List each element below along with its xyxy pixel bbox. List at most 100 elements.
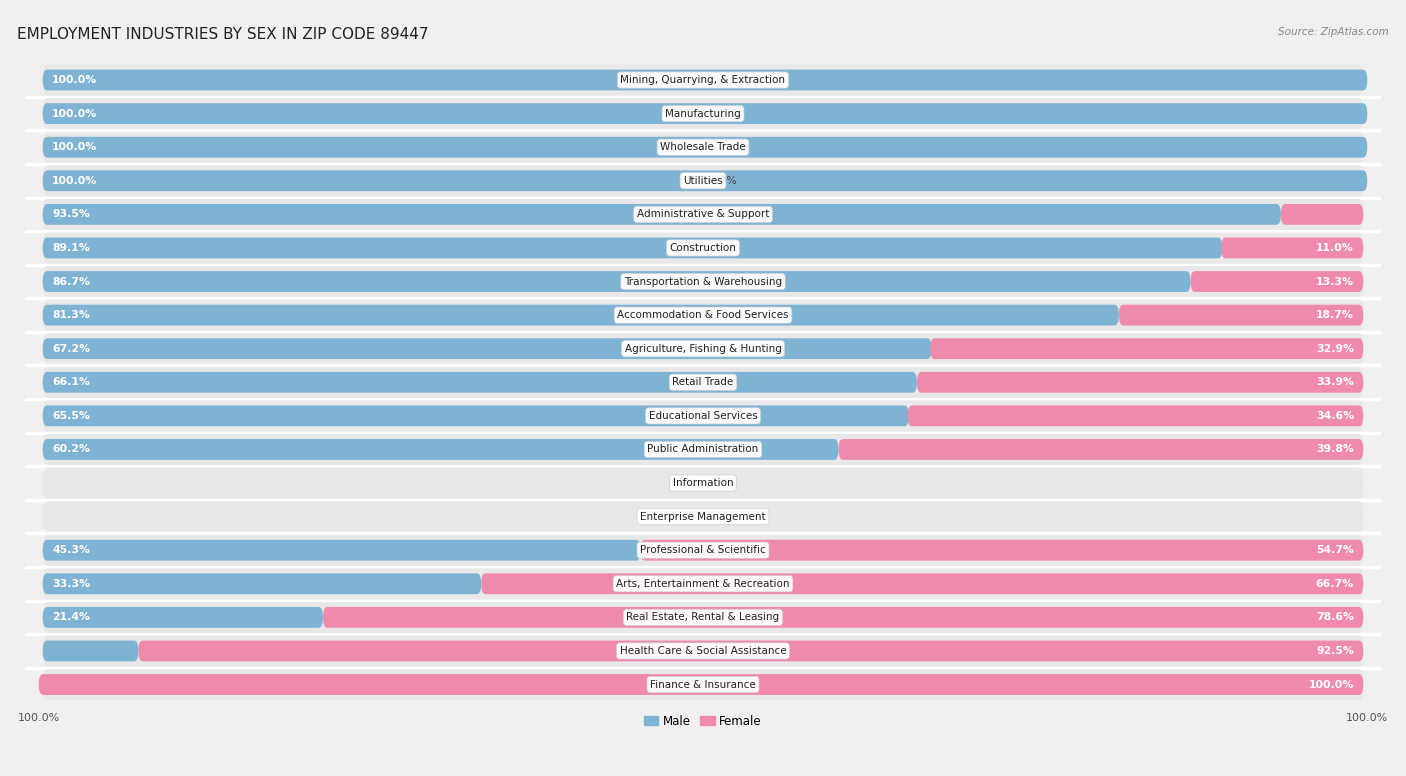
FancyBboxPatch shape bbox=[641, 540, 1364, 560]
Text: 66.7%: 66.7% bbox=[1316, 579, 1354, 589]
Text: 89.1%: 89.1% bbox=[52, 243, 90, 253]
FancyBboxPatch shape bbox=[42, 99, 1364, 129]
Text: 33.3%: 33.3% bbox=[52, 579, 90, 589]
Text: 21.4%: 21.4% bbox=[52, 612, 90, 622]
Text: Information: Information bbox=[672, 478, 734, 488]
FancyBboxPatch shape bbox=[931, 338, 1364, 359]
Text: 60.2%: 60.2% bbox=[52, 445, 90, 455]
Text: Construction: Construction bbox=[669, 243, 737, 253]
FancyBboxPatch shape bbox=[42, 204, 1281, 225]
Text: 0.0%: 0.0% bbox=[669, 511, 696, 521]
Text: 93.5%: 93.5% bbox=[52, 210, 90, 220]
FancyBboxPatch shape bbox=[42, 300, 1364, 331]
FancyBboxPatch shape bbox=[42, 367, 1364, 398]
Text: 100.0%: 100.0% bbox=[1309, 680, 1354, 690]
FancyBboxPatch shape bbox=[138, 640, 1364, 661]
FancyBboxPatch shape bbox=[42, 636, 1364, 667]
Text: Transportation & Warehousing: Transportation & Warehousing bbox=[624, 276, 782, 286]
FancyBboxPatch shape bbox=[42, 439, 838, 460]
FancyBboxPatch shape bbox=[42, 405, 908, 426]
FancyBboxPatch shape bbox=[42, 237, 1222, 258]
FancyBboxPatch shape bbox=[908, 405, 1364, 426]
Text: Mining, Quarrying, & Extraction: Mining, Quarrying, & Extraction bbox=[620, 75, 786, 85]
FancyBboxPatch shape bbox=[42, 271, 1191, 292]
FancyBboxPatch shape bbox=[42, 233, 1364, 263]
Text: 100.0%: 100.0% bbox=[52, 176, 97, 185]
FancyBboxPatch shape bbox=[42, 573, 481, 594]
Text: 0.0%: 0.0% bbox=[710, 142, 737, 152]
FancyBboxPatch shape bbox=[42, 400, 1364, 431]
FancyBboxPatch shape bbox=[42, 535, 1364, 566]
Text: 0.0%: 0.0% bbox=[669, 478, 696, 488]
FancyBboxPatch shape bbox=[481, 573, 1364, 594]
FancyBboxPatch shape bbox=[42, 333, 1364, 364]
Text: 32.9%: 32.9% bbox=[1316, 344, 1354, 354]
Text: 6.5%: 6.5% bbox=[710, 210, 737, 220]
Text: 11.0%: 11.0% bbox=[1316, 243, 1354, 253]
Text: 34.6%: 34.6% bbox=[1316, 411, 1354, 421]
FancyBboxPatch shape bbox=[42, 607, 323, 628]
FancyBboxPatch shape bbox=[323, 607, 1364, 628]
FancyBboxPatch shape bbox=[1191, 271, 1364, 292]
Text: 66.1%: 66.1% bbox=[52, 377, 90, 387]
FancyBboxPatch shape bbox=[1222, 237, 1364, 258]
FancyBboxPatch shape bbox=[42, 568, 1364, 599]
FancyBboxPatch shape bbox=[42, 137, 1367, 158]
FancyBboxPatch shape bbox=[42, 669, 1364, 700]
Text: 86.7%: 86.7% bbox=[52, 276, 90, 286]
Text: 0.0%: 0.0% bbox=[710, 75, 737, 85]
FancyBboxPatch shape bbox=[42, 266, 1364, 297]
Text: Health Care & Social Assistance: Health Care & Social Assistance bbox=[620, 646, 786, 656]
Text: Finance & Insurance: Finance & Insurance bbox=[650, 680, 756, 690]
Text: Agriculture, Fishing & Hunting: Agriculture, Fishing & Hunting bbox=[624, 344, 782, 354]
Text: 0.0%: 0.0% bbox=[710, 511, 737, 521]
Text: 100.0%: 100.0% bbox=[52, 142, 97, 152]
Text: 7.5%: 7.5% bbox=[669, 646, 696, 656]
Text: Administrative & Support: Administrative & Support bbox=[637, 210, 769, 220]
FancyBboxPatch shape bbox=[42, 305, 1119, 325]
Text: 39.8%: 39.8% bbox=[1316, 445, 1354, 455]
FancyBboxPatch shape bbox=[42, 338, 932, 359]
Text: Utilities: Utilities bbox=[683, 176, 723, 185]
Text: Public Administration: Public Administration bbox=[647, 445, 759, 455]
FancyBboxPatch shape bbox=[42, 103, 1367, 124]
FancyBboxPatch shape bbox=[42, 501, 1364, 532]
FancyBboxPatch shape bbox=[1119, 305, 1364, 325]
Text: 45.3%: 45.3% bbox=[52, 546, 90, 555]
Text: Enterprise Management: Enterprise Management bbox=[640, 511, 766, 521]
Legend: Male, Female: Male, Female bbox=[640, 710, 766, 733]
Text: 100.0%: 100.0% bbox=[52, 75, 97, 85]
Text: Wholesale Trade: Wholesale Trade bbox=[661, 142, 745, 152]
Text: 0.0%: 0.0% bbox=[710, 109, 737, 119]
Text: 33.9%: 33.9% bbox=[1316, 377, 1354, 387]
Text: 78.6%: 78.6% bbox=[1316, 612, 1354, 622]
FancyBboxPatch shape bbox=[42, 64, 1364, 95]
FancyBboxPatch shape bbox=[42, 132, 1364, 163]
Text: 0.0%: 0.0% bbox=[710, 478, 737, 488]
FancyBboxPatch shape bbox=[42, 171, 1367, 191]
Text: 13.3%: 13.3% bbox=[1316, 276, 1354, 286]
Text: 0.0%: 0.0% bbox=[669, 680, 696, 690]
Text: 18.7%: 18.7% bbox=[1316, 310, 1354, 320]
Text: 92.5%: 92.5% bbox=[1316, 646, 1354, 656]
FancyBboxPatch shape bbox=[917, 372, 1364, 393]
FancyBboxPatch shape bbox=[42, 70, 1367, 91]
Text: Manufacturing: Manufacturing bbox=[665, 109, 741, 119]
Text: EMPLOYMENT INDUSTRIES BY SEX IN ZIP CODE 89447: EMPLOYMENT INDUSTRIES BY SEX IN ZIP CODE… bbox=[17, 27, 429, 42]
FancyBboxPatch shape bbox=[1281, 204, 1364, 225]
Text: Educational Services: Educational Services bbox=[648, 411, 758, 421]
Text: Accommodation & Food Services: Accommodation & Food Services bbox=[617, 310, 789, 320]
Text: Retail Trade: Retail Trade bbox=[672, 377, 734, 387]
Text: Source: ZipAtlas.com: Source: ZipAtlas.com bbox=[1278, 27, 1389, 37]
FancyBboxPatch shape bbox=[42, 468, 1364, 498]
Text: 54.7%: 54.7% bbox=[1316, 546, 1354, 555]
FancyBboxPatch shape bbox=[42, 540, 641, 560]
FancyBboxPatch shape bbox=[42, 372, 917, 393]
FancyBboxPatch shape bbox=[42, 434, 1364, 465]
Text: 65.5%: 65.5% bbox=[52, 411, 90, 421]
FancyBboxPatch shape bbox=[42, 199, 1364, 230]
Text: 81.3%: 81.3% bbox=[52, 310, 90, 320]
Text: 67.2%: 67.2% bbox=[52, 344, 90, 354]
FancyBboxPatch shape bbox=[838, 439, 1364, 460]
Text: 0.0%: 0.0% bbox=[710, 176, 737, 185]
